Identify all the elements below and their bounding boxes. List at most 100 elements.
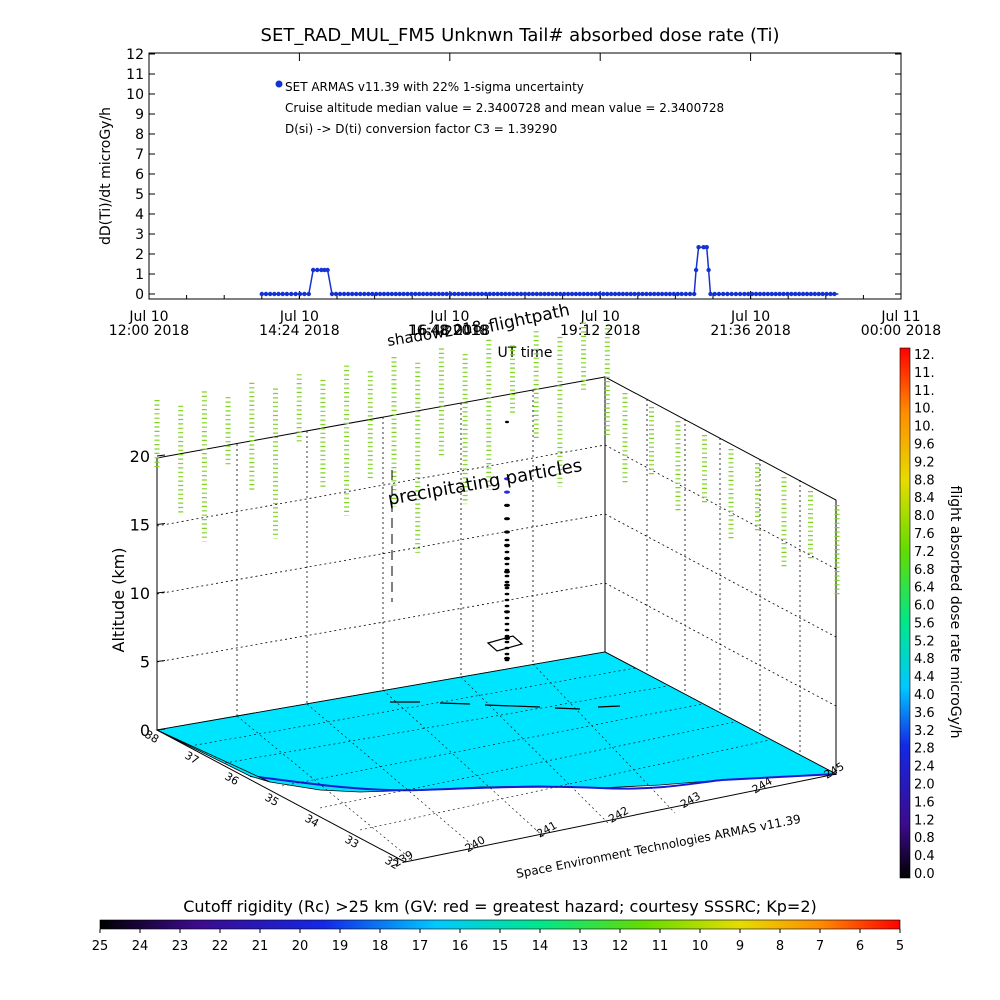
dose-colorbar-tick-label: 0.0 (914, 867, 935, 882)
flightpath-point (504, 640, 510, 644)
dose-rate-point (495, 291, 500, 297)
dose-rate-point (358, 291, 363, 297)
dose-rate-point (796, 291, 802, 297)
dose-rate-point (452, 291, 457, 297)
cutoff-colorbar-tick-label: 12 (612, 939, 629, 954)
longitude-tick-label: 240 (463, 833, 488, 855)
dose-rate-point (675, 291, 680, 297)
flightpath-point (504, 530, 510, 534)
dose-rate-point (322, 267, 327, 273)
dose-rate-point (503, 291, 508, 297)
dose-rate-point (644, 291, 649, 297)
longitude-tick-label: 242 (606, 804, 631, 826)
dose-rate-point (302, 291, 307, 297)
dose-rate-point (373, 291, 379, 297)
aircraft-marker (486, 635, 524, 652)
dose-rate-point (701, 245, 706, 250)
altitude-tick-label: 15 (130, 516, 150, 535)
dose-rate-point (757, 291, 763, 297)
dose-rate-point (565, 291, 571, 297)
dose-rate-point (526, 291, 532, 297)
dose-rate-point (444, 291, 449, 297)
dose-rate-series (259, 245, 839, 297)
top-x-tick-label-date: Jul 10 (429, 309, 469, 325)
top-x-tick-label-date: Jul 10 (580, 309, 620, 325)
longitude-tick-label: 243 (678, 789, 703, 811)
dose-rate-point (828, 291, 833, 297)
cutoff-colorbar-ticks: 25 24 23 22 21 20 19 18 17 16 15 14 13 12 11 10 9 8 7 6 5 (92, 929, 904, 954)
dose-colorbar-tick-label: 0.8 (914, 831, 935, 846)
top-x-tick-label-time: 00:00 2018 (861, 323, 941, 339)
dose-rate-point (479, 291, 485, 297)
dose-rate-point (781, 291, 786, 297)
dose-rate-point (393, 291, 398, 297)
dose-rate-point (276, 291, 281, 297)
top-y-tick-label: 6 (135, 167, 144, 183)
dose-rate-point (448, 291, 453, 297)
altitude-tick (156, 454, 166, 457)
flightpath-point (504, 622, 510, 626)
altitude-tick (156, 660, 166, 662)
dose-rate-point (655, 291, 661, 297)
surface-grid (189, 663, 771, 861)
dose-rate-point (804, 291, 810, 297)
dose-rate-point (409, 291, 414, 297)
dose-colorbar-tick-label: 7.6 (914, 527, 935, 542)
dose-rate-point (337, 291, 343, 297)
top-y-tick-label: 5 (135, 187, 144, 203)
latitude-tick-label: 34 (302, 812, 321, 830)
dose-rate-point (573, 291, 579, 297)
dose-rate-point (800, 291, 806, 297)
flightpath-point (505, 420, 509, 424)
dose-colorbar-tick-label: 4.0 (914, 688, 935, 703)
dose-colorbar-tick-label: 11. (914, 384, 935, 399)
dose-rate-point (716, 291, 722, 297)
dose-colorbar-tick-label: 9.2 (914, 455, 935, 470)
dose-rate-point (428, 291, 434, 297)
flightpath-point (504, 503, 510, 507)
dose-rate-point (605, 291, 610, 297)
dose-rate-point (816, 291, 821, 297)
top-y-tick-label: 12 (126, 47, 144, 63)
dose-colorbar-tick-label: 8.0 (914, 509, 935, 524)
dose-colorbar-tick-label: 8.8 (914, 473, 935, 488)
dose-rate-point (733, 291, 739, 297)
longitude-tick-label: 245 (822, 760, 847, 782)
altitude-tick-label: 5 (140, 653, 150, 672)
dose-rate-point (518, 291, 524, 297)
dose-colorbar-tick-label: 10. (914, 420, 935, 435)
dose-colorbar-tick-label: 5.2 (914, 634, 935, 649)
cutoff-colorbar-tick-label: 15 (492, 939, 509, 954)
longitude-tick-label: 239 (391, 848, 416, 870)
top-y-tick-label: 11 (126, 67, 144, 83)
dose-rate-point (608, 291, 614, 297)
dose-rate-point (612, 291, 618, 297)
dose-colorbar-tick-label: 8.4 (914, 491, 935, 506)
flightpath-point (504, 538, 510, 542)
dose-rate-point (742, 291, 747, 297)
dose-colorbar-tick-label: 2.8 (914, 742, 935, 757)
dose-colorbar-fill (899, 347, 911, 879)
dose-rate-point (417, 291, 422, 297)
flightpath-point (504, 562, 510, 566)
dose-rate-point (812, 291, 818, 297)
dose-rate-point (405, 291, 410, 297)
dose-colorbar-tick-label: 6.0 (914, 599, 935, 614)
dose-rate-point (720, 291, 726, 297)
cutoff-colorbar-tick-label: 10 (692, 939, 709, 954)
dose-rate-point (349, 291, 355, 297)
dose-rate-point (667, 291, 673, 297)
top-y-tick-label: 7 (135, 147, 144, 163)
dose-rate-point (259, 291, 264, 297)
dose-colorbar-tick-label: 3.2 (914, 724, 935, 739)
wall-grid (156, 390, 837, 755)
flightpath-point (504, 658, 510, 662)
dose-rate-point (272, 291, 277, 297)
top-x-tick-label-date: Jul 10 (128, 309, 168, 325)
dose-colorbar-tick-label: 12. (914, 348, 935, 363)
dose-rate-point (522, 291, 528, 297)
dose-rate-point (370, 291, 375, 297)
dose-rate-point (362, 291, 367, 297)
dose-rate-point (514, 291, 520, 297)
